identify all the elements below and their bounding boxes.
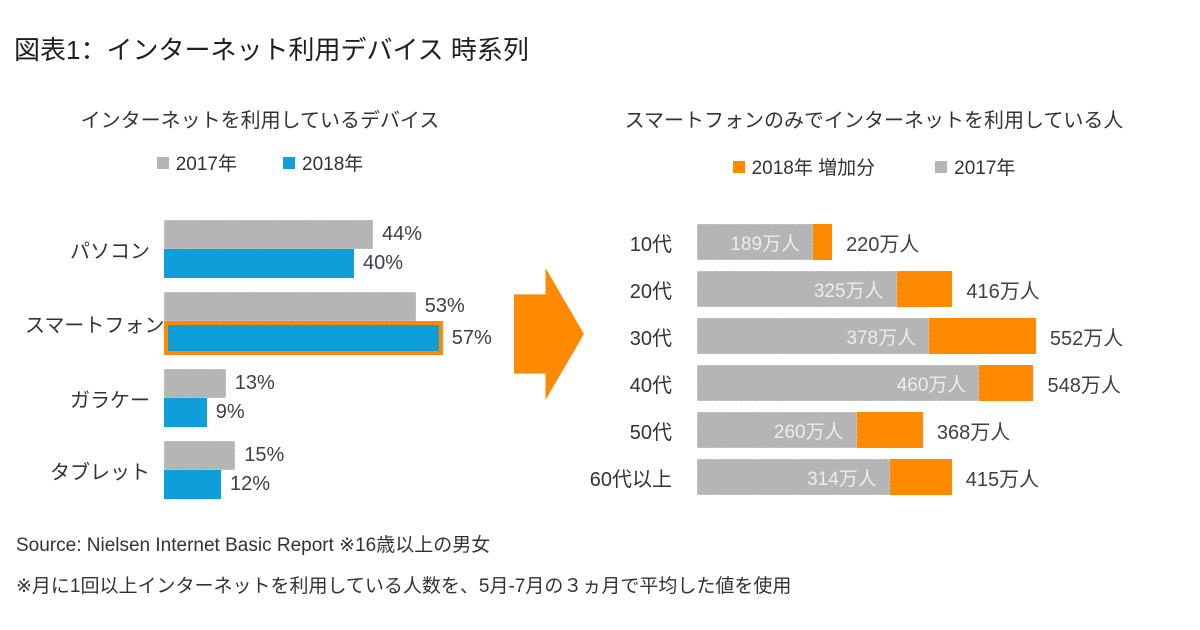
age-row-50s: 50代 260万人 368万人 xyxy=(584,412,1164,448)
value-label-2017: 44% xyxy=(382,223,423,245)
bar-increase-segment xyxy=(929,318,1036,354)
bar-increase-segment xyxy=(856,412,923,448)
stacked-bar: 460万人 xyxy=(697,365,1034,401)
inbar-label: 378万人 xyxy=(846,327,917,349)
bar-2017 xyxy=(164,441,236,470)
age-row-40s: 40代 460万人 548万人 xyxy=(584,365,1164,401)
right-arrow-icon xyxy=(514,268,584,400)
bar-2018 xyxy=(164,398,207,427)
stacked-bar: 314万人 xyxy=(697,459,952,495)
legend-swatch-orange-icon xyxy=(732,160,745,173)
device-row-featurephone: ガラケー 13% 9% xyxy=(25,369,495,427)
devices-chart-rows: パソコン 44% 40% スマートフォン 53% xyxy=(25,220,495,499)
category-label: 50代 xyxy=(629,421,672,444)
value-label-2017: 53% xyxy=(424,295,465,317)
legend-label-2017: 2017年 xyxy=(175,154,237,175)
source-note: Source: Nielsen Internet Basic Report ※1… xyxy=(16,535,491,556)
bar-2017-segment: 460万人 xyxy=(697,365,980,401)
bar-increase-segment xyxy=(979,365,1034,401)
age-row-60plus: 60代以上 314万人 415万人 xyxy=(584,459,1164,495)
legend-item-2018-increase: 2018年 増加分 xyxy=(732,153,876,180)
bar-increase-segment xyxy=(889,459,952,495)
bar-2017 xyxy=(164,292,416,321)
value-label-2018: 12% xyxy=(230,473,271,495)
bar-2017 xyxy=(164,220,373,249)
total-label: 552万人 xyxy=(1049,327,1124,350)
smartphone-only-chart-title: スマートフォンのみでインターネットを利用している人 xyxy=(624,110,1124,132)
bar-increase-segment xyxy=(813,224,833,260)
category-label: 30代 xyxy=(629,327,672,350)
value-label-2018: 9% xyxy=(215,401,245,423)
category-label: タブレット xyxy=(50,461,150,484)
stacked-bar: 378万人 xyxy=(697,318,1036,354)
bar-2017-segment: 189万人 xyxy=(697,224,814,260)
inbar-label: 325万人 xyxy=(813,280,884,302)
legend-item-2018: 2018年 xyxy=(283,149,363,176)
stacked-bar: 189万人 xyxy=(697,224,833,260)
value-label-2017: 15% xyxy=(244,444,285,466)
smartphone-only-chart-rows: 10代 189万人 220万人 20代 325万人 416万人 30代 xyxy=(584,224,1164,495)
legend-label-2017: 2017年 xyxy=(954,158,1016,179)
method-note: ※月に1回以上インターネットを利用している人数を、5月-7月の３ヵ月で平均した値… xyxy=(16,576,792,597)
legend-item-2017: 2017年 xyxy=(935,153,1015,180)
category-label: 10代 xyxy=(629,233,672,256)
smartphone-only-chart: スマートフォンのみでインターネットを利用している人 2018年 増加分 2017… xyxy=(584,104,1164,495)
bar-2017 xyxy=(164,369,226,398)
bar-2017-segment: 325万人 xyxy=(697,271,897,307)
bar-2017-segment: 314万人 xyxy=(697,459,890,495)
smartphone-only-chart-legend: 2018年 増加分 2017年 xyxy=(584,153,1164,180)
category-label: ガラケー xyxy=(70,389,150,412)
inbar-label: 260万人 xyxy=(773,421,844,443)
stacked-bar: 325万人 xyxy=(697,271,953,307)
bar-2017-segment: 378万人 xyxy=(697,318,930,354)
bar-2018 xyxy=(164,249,354,278)
bar-increase-segment xyxy=(896,271,953,307)
device-row-tablet: タブレット 15% 12% xyxy=(25,441,495,499)
devices-chart-legend: 2017年 2018年 xyxy=(25,149,495,176)
value-label-2018: 57% xyxy=(451,326,492,349)
inbar-label: 189万人 xyxy=(730,233,801,255)
category-label: 40代 xyxy=(629,374,672,397)
page-title: 図表1：インターネット利用デバイス 時系列 xyxy=(14,35,529,65)
value-label-2017: 13% xyxy=(234,372,275,394)
bar-2018-highlighted xyxy=(164,321,443,355)
category-label: パソコン xyxy=(70,240,150,263)
total-label: 415万人 xyxy=(965,468,1040,491)
inbar-label: 460万人 xyxy=(896,374,967,396)
device-row-smartphone: スマートフォン 53% 57% xyxy=(25,292,495,355)
total-label: 416万人 xyxy=(966,280,1040,303)
category-label: 60代以上 xyxy=(589,468,672,491)
bar-pair: 15% 12% xyxy=(164,441,284,499)
devices-chart: インターネットを利用しているデバイス 2017年 2018年 パソコン 44% … xyxy=(25,104,495,499)
legend-swatch-gray-icon xyxy=(935,160,948,173)
total-label: 368万人 xyxy=(936,421,1011,444)
legend-label-2018: 2018年 xyxy=(302,154,364,175)
devices-chart-title: インターネットを利用しているデバイス xyxy=(80,110,440,132)
total-label: 548万人 xyxy=(1047,374,1121,397)
bar-pair: 44% 40% xyxy=(164,220,422,278)
age-row-20s: 20代 325万人 416万人 xyxy=(584,271,1164,307)
category-label: 20代 xyxy=(629,280,672,303)
value-label-2018: 40% xyxy=(363,252,404,274)
bar-pair: 53% 57% xyxy=(164,292,492,355)
legend-item-2017: 2017年 xyxy=(156,149,237,176)
age-row-30s: 30代 378万人 552万人 xyxy=(584,318,1164,354)
legend-label-2018-increase: 2018年 増加分 xyxy=(751,158,876,179)
legend-swatch-blue-icon xyxy=(283,156,295,169)
footer: Source: Nielsen Internet Basic Report ※1… xyxy=(16,530,791,598)
device-row-pc: パソコン 44% 40% xyxy=(25,220,495,278)
bar-pair: 13% 9% xyxy=(164,369,275,427)
bar-2017-segment: 260万人 xyxy=(697,412,857,448)
category-label: スマートフォン xyxy=(25,315,165,337)
inbar-label: 314万人 xyxy=(807,468,877,490)
age-row-10s: 10代 189万人 220万人 xyxy=(584,224,1164,260)
bar-2018 xyxy=(164,470,221,499)
stacked-bar: 260万人 xyxy=(697,412,923,448)
legend-swatch-gray-icon xyxy=(156,156,169,169)
total-label: 220万人 xyxy=(846,233,920,256)
